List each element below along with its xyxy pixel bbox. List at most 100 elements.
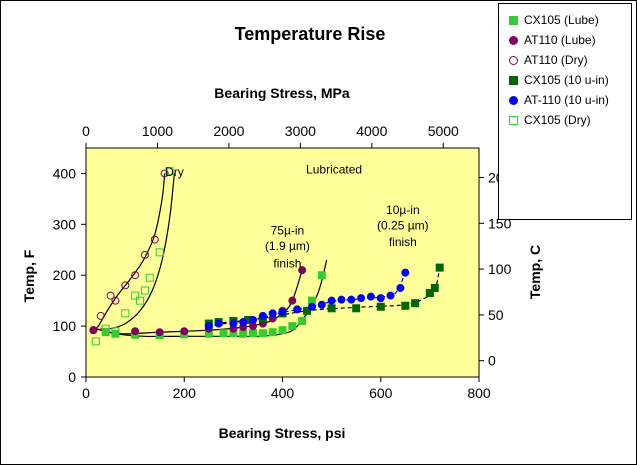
data-point <box>278 326 287 335</box>
data-point <box>145 273 154 282</box>
data-point <box>249 316 258 325</box>
data-point <box>180 327 189 336</box>
legend-label: CX105 (Dry) <box>524 113 591 127</box>
legend-item: CX105 (10 u-in) <box>509 73 609 87</box>
legend-item: AT-110 (10 u-in) <box>509 93 609 107</box>
y-tick-label: 300 <box>53 216 77 232</box>
legend-item: CX105 (Dry) <box>509 113 591 127</box>
y-tick-label: 0 <box>68 369 76 385</box>
data-point <box>268 309 277 318</box>
data-point <box>376 302 385 311</box>
data-point <box>101 324 110 333</box>
y2-axis-title: Temp, C <box>527 245 543 299</box>
data-point <box>258 329 267 338</box>
y2-tick-label: 50 <box>488 307 504 323</box>
series-at110-dry <box>89 169 169 335</box>
x-tick-label: 800 <box>467 385 491 401</box>
data-point <box>131 271 140 280</box>
legend-item: AT110 (Lube) <box>509 33 596 47</box>
y2-tick-label: 0 <box>488 353 496 369</box>
data-point <box>293 305 302 314</box>
y-tick-label: 400 <box>53 165 77 181</box>
legend-marker <box>509 115 518 125</box>
annotation-label: 75µ-in <box>271 224 305 238</box>
legend-label: CX105 (10 u-in) <box>524 73 609 87</box>
data-point <box>288 296 297 305</box>
annotation-label: finish <box>273 257 301 271</box>
data-point <box>111 296 120 305</box>
data-point <box>111 329 120 338</box>
annotation-label: (1.9 µm) <box>265 239 310 253</box>
annotation-label: 10µ-in <box>386 203 420 217</box>
legend-label: AT-110 (10 u-in) <box>524 93 609 107</box>
data-point <box>96 311 105 320</box>
data-point <box>160 169 169 178</box>
legend-item: CX105 (Lube) <box>509 13 599 27</box>
data-point <box>430 283 439 292</box>
data-point <box>229 319 238 328</box>
data-point <box>327 304 336 313</box>
series-cx105-dry <box>91 166 174 346</box>
x-tick-label: 400 <box>271 385 295 401</box>
data-point <box>165 166 174 175</box>
chart-title: Temperature Rise <box>235 24 386 44</box>
data-point <box>386 291 395 300</box>
data-point <box>298 317 307 326</box>
x-tick-label: 0 <box>82 385 90 401</box>
data-point <box>150 235 159 244</box>
data-point <box>396 283 405 292</box>
data-point <box>140 250 149 259</box>
data-point <box>106 291 115 300</box>
data-points-layer <box>89 166 444 346</box>
x-tick-label: 600 <box>369 385 393 401</box>
data-point <box>337 295 346 304</box>
data-point <box>317 271 326 280</box>
data-point <box>401 301 410 310</box>
data-point <box>317 300 326 309</box>
x-axis-title: Bearing Stress, psi <box>219 425 346 441</box>
data-point <box>288 322 297 331</box>
data-point <box>425 289 434 298</box>
legend-item: AT110 (Dry) <box>509 53 588 67</box>
trendline <box>92 173 166 332</box>
data-point <box>155 328 164 337</box>
y-tick-label: 100 <box>53 318 77 334</box>
annotation-label: finish <box>389 235 417 249</box>
data-point <box>249 329 258 338</box>
annotation-label: Lubricated <box>306 162 362 176</box>
data-point <box>140 286 149 295</box>
data-point <box>352 304 361 313</box>
data-point <box>366 292 375 301</box>
data-point <box>278 307 287 316</box>
data-point <box>411 299 420 308</box>
legend-marker <box>509 55 518 65</box>
data-point <box>307 302 316 311</box>
data-point <box>239 329 248 338</box>
data-point <box>131 327 140 336</box>
data-point <box>357 294 366 303</box>
data-point <box>121 309 130 318</box>
data-point <box>347 295 356 304</box>
x2-tick-label: 5000 <box>428 123 459 139</box>
plot-area <box>85 147 480 378</box>
data-point <box>136 296 145 305</box>
x2-tick-label: 3000 <box>285 123 316 139</box>
x-tick-label: 200 <box>173 385 197 401</box>
data-point <box>327 296 336 305</box>
data-point <box>268 328 277 337</box>
data-point <box>204 322 213 331</box>
data-point <box>401 268 410 277</box>
legend-label: AT110 (Dry) <box>524 53 588 67</box>
legend-label: AT110 (Lube) <box>524 33 596 47</box>
data-point <box>121 281 130 290</box>
data-point <box>298 266 307 275</box>
data-point <box>89 326 98 335</box>
y-axis-title: Temp, F <box>21 249 37 302</box>
data-point <box>111 327 120 336</box>
legend-label: CX105 (Lube) <box>524 13 599 27</box>
legend-marker <box>509 15 518 25</box>
legend-marker <box>509 35 518 45</box>
legend: CX105 (Lube) AT110 (Lube) AT110 (Dry) CX105… <box>498 3 632 220</box>
x2-tick-label: 1000 <box>142 123 173 139</box>
